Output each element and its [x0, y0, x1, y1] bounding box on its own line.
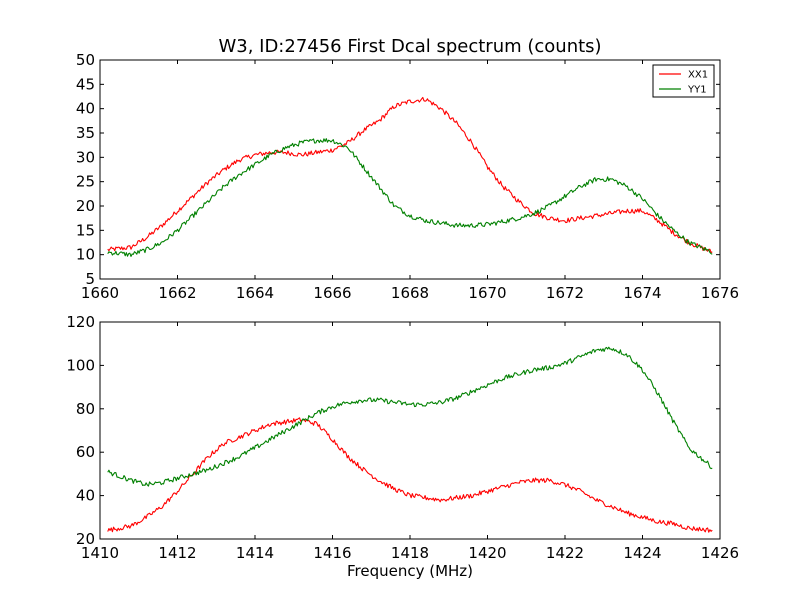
top-ytick-label: 5	[85, 270, 95, 288]
top-xtick-label: 1662	[158, 284, 196, 302]
top-ytick-label: 15	[76, 221, 95, 239]
bottom-ytick-label: 120	[66, 313, 95, 331]
top-xtick-label: 1672	[546, 284, 584, 302]
top-series-yy1-line	[107, 138, 713, 257]
bottom-ytick-label: 60	[76, 443, 95, 461]
top-ytick-label: 40	[76, 100, 95, 118]
bottom-xtick-label: 1424	[623, 544, 661, 562]
bottom-xtick-label: 1410	[81, 544, 119, 562]
bottom-series-layer	[107, 346, 713, 533]
bottom-series-yy1-line	[107, 346, 713, 487]
top-ytick-label: 10	[76, 246, 95, 264]
top-ytick-label: 50	[76, 51, 95, 69]
bottom-xtick-label: 1414	[236, 544, 274, 562]
bottom-ytick-label: 100	[66, 356, 95, 374]
top-legend: XX1 YY1	[652, 64, 715, 98]
top-xtick-label: 1666	[313, 284, 351, 302]
legend-label-yy1: YY1	[687, 85, 707, 96]
bottom-xtick-label: 1418	[391, 544, 429, 562]
legend-label-xx1: XX1	[688, 70, 708, 81]
top-xtick-label: 1668	[391, 284, 429, 302]
bottom-series-xx1-line	[107, 417, 713, 533]
bottom-ytick-label: 80	[76, 400, 95, 418]
top-ytick-label: 35	[76, 124, 95, 142]
chart-title: W3, ID:27456 First Dcal spectrum (counts…	[218, 36, 601, 57]
top-ytick-label: 25	[76, 173, 95, 191]
top-xtick-label: 1674	[623, 284, 661, 302]
top-xtick-label: 1676	[701, 284, 739, 302]
top-series-xx1-line	[107, 96, 713, 254]
x-axis-label: Frequency (MHz)	[347, 562, 473, 580]
bottom-xtick-label: 1420	[468, 544, 506, 562]
bottom-ytick-label: 20	[76, 530, 95, 548]
top-ytick-label: 30	[76, 148, 95, 166]
top-xtick-label: 1660	[81, 284, 119, 302]
top-ytick-label: 20	[76, 197, 95, 215]
top-series-layer	[107, 96, 713, 257]
top-ytick-label: 45	[76, 75, 95, 93]
top-xtick-label: 1664	[236, 284, 274, 302]
bottom-xtick-label: 1426	[701, 544, 739, 562]
bottom-xtick-label: 1416	[313, 544, 351, 562]
legend-box	[652, 64, 715, 98]
top-ticks-layer: 1660 1662 1664 1666 1668 1670 1672 1674 1676 5 10 1…	[76, 51, 739, 302]
bottom-ticks-layer: 1410 1412 1414 1416 1418 1420 1422 1424 1426 20 40…	[66, 313, 739, 562]
top-panel: 1660 1662 1664 1666 1668 1670 1672 1674 1676 5 10 1…	[76, 51, 739, 302]
bottom-panel: 1410 1412 1414 1416 1418 1420 1422 1424 1426 20 40…	[66, 313, 739, 562]
bottom-xtick-label: 1412	[158, 544, 196, 562]
bottom-ytick-label: 40	[76, 487, 95, 505]
top-xtick-label: 1670	[468, 284, 506, 302]
bottom-xtick-label: 1422	[546, 544, 584, 562]
